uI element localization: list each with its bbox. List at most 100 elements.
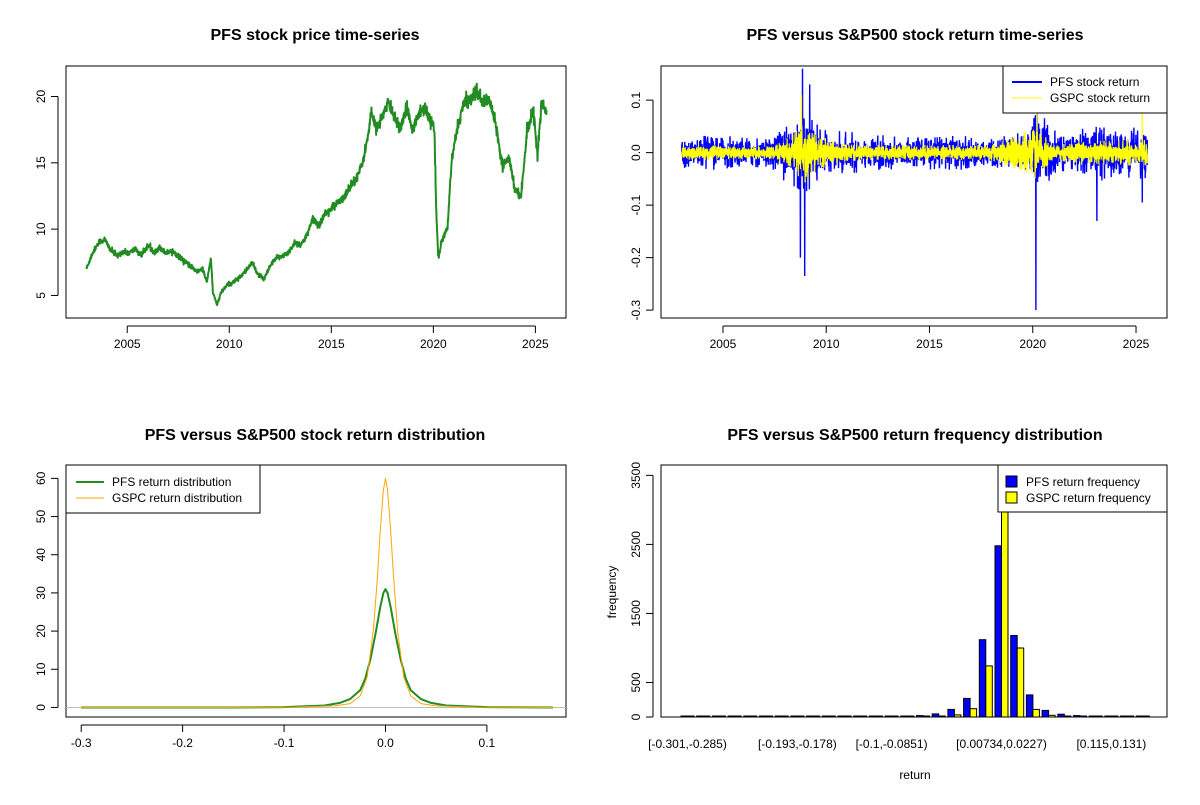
- chart-title: PFS versus S&P500 stock return distribut…: [145, 427, 486, 444]
- y-tick-label: -0.1: [629, 194, 643, 215]
- x-tick-label: 2005: [710, 337, 737, 351]
- y-tick-label: -0.3: [629, 299, 643, 320]
- legend-label-gspc: GSPC return frequency: [1026, 491, 1151, 505]
- plot-box: [65, 65, 567, 319]
- y-tick-label: 10: [34, 662, 48, 676]
- gspc-frequency-bar: [844, 715, 852, 718]
- x-tick-label: [0.00734,0.0227): [956, 737, 1047, 751]
- pfs-frequency-bar: [978, 639, 987, 718]
- gspc-return-line: [681, 94, 1148, 183]
- pfs-frequency-bar: [963, 697, 971, 718]
- x-tick-label: -0.3: [71, 736, 92, 750]
- plot-box: [65, 464, 567, 718]
- y-tick-label: 10: [34, 222, 48, 236]
- legend: PFS return distribution GSPC return dist…: [65, 464, 261, 514]
- gspc-frequency-bar: [859, 715, 868, 718]
- pfs-frequency-bar: [837, 715, 845, 718]
- x-tick-label: 0.0: [377, 736, 394, 750]
- pfs-frequency-bar: [1057, 713, 1065, 718]
- pfs-frequency-bar: [1104, 715, 1112, 718]
- gspc-frequency-bar: [922, 715, 930, 718]
- x-axis-label: return: [899, 768, 930, 782]
- legend-swatch-pfs: [1005, 475, 1018, 488]
- y-axis-label: frequency: [605, 566, 619, 619]
- x-tick-label: 2015: [318, 337, 345, 351]
- return-density-panel: PFS versus S&P500 stock return distribut…: [34, 427, 567, 750]
- chart-title: PFS versus S&P500 return frequency distr…: [727, 427, 1102, 444]
- y-tick-label: 30: [34, 586, 48, 600]
- gspc-frequency-bar: [734, 715, 742, 718]
- gspc-frequency-bar: [938, 715, 946, 718]
- price-line: [85, 82, 548, 307]
- gspc-frequency-bar: [1032, 708, 1040, 718]
- x-tick-label: 2020: [420, 337, 447, 351]
- pfs-frequency-bar: [868, 715, 877, 718]
- pfs-frequency-bar: [1120, 715, 1128, 718]
- return-timeseries-panel: PFS versus S&P500 stock return time-seri…: [629, 27, 1168, 351]
- x-axis: 2005 2010 2015 2020 2025: [114, 325, 549, 351]
- y-tick-label: 0: [34, 704, 48, 711]
- y-axis: 5 10 15 20: [34, 90, 59, 299]
- legend-label-pfs: PFS stock return: [1050, 75, 1139, 89]
- legend-box: [997, 464, 1168, 513]
- y-axis: 0 10 20 30 40 50 60: [34, 471, 59, 711]
- pfs-frequency-bar: [1041, 709, 1050, 718]
- pfs-frequency-bar: [774, 715, 783, 718]
- gspc-frequency-bar: [1016, 647, 1025, 718]
- pfs-frequency-bar: [916, 715, 924, 718]
- y-tick-label: 0.0: [629, 144, 643, 161]
- pfs-frequency-bar: [884, 715, 893, 718]
- y-tick-label: 20: [34, 624, 48, 638]
- return-series: [681, 68, 1149, 311]
- gspc-frequency-bar: [1095, 715, 1103, 718]
- pfs-density-line: [81, 588, 553, 709]
- x-tick-label: 2010: [813, 337, 840, 351]
- chart-title: PFS stock price time-series: [211, 27, 420, 44]
- gspc-frequency-bar: [749, 715, 758, 718]
- pfs-frequency-bar: [1010, 635, 1018, 718]
- y-tick-label: 0.1: [629, 91, 643, 108]
- y-tick-label: 50: [34, 510, 48, 524]
- gspc-frequency-bar: [718, 715, 726, 718]
- y-tick-label: 15: [34, 156, 48, 170]
- pfs-frequency-bar: [994, 545, 1002, 718]
- y-tick-label: 60: [34, 471, 48, 485]
- x-tick-label: 0.1: [479, 736, 496, 750]
- legend: PFS stock return GSPC stock return: [1002, 65, 1168, 114]
- pfs-frequency-bar: [821, 715, 830, 718]
- plot-box: [660, 65, 1168, 319]
- gspc-frequency-bar: [781, 715, 789, 718]
- gspc-frequency-bar: [891, 715, 899, 718]
- chart-title: PFS versus S&P500 stock return time-seri…: [746, 27, 1083, 44]
- pfs-frequency-bar: [696, 715, 704, 718]
- y-tick-label: 1500: [629, 600, 643, 627]
- legend-box: [1002, 65, 1168, 114]
- pfs-frequency-bar: [853, 715, 861, 718]
- pfs-frequency-bar: [931, 713, 940, 718]
- y-tick-label: 500: [629, 672, 643, 692]
- pfs-frequency-bar: [711, 715, 720, 718]
- pfs-frequency-bar: [1025, 694, 1034, 718]
- y-tick-label: 3500: [629, 462, 643, 489]
- gspc-frequency-bar: [1126, 715, 1135, 718]
- pfs-frequency-bar: [1088, 715, 1097, 718]
- pfs-frequency-bar: [790, 715, 798, 718]
- legend-box: [65, 464, 261, 514]
- y-tick-label: 0: [629, 713, 643, 720]
- legend: PFS return frequency GSPC return frequen…: [997, 464, 1168, 513]
- legend-swatch-gspc: [1005, 491, 1018, 504]
- y-tick-label: -0.2: [629, 247, 643, 268]
- legend-label-pfs: PFS return frequency: [1026, 475, 1140, 489]
- gspc-frequency-bar: [906, 715, 915, 718]
- y-tick-label: 5: [34, 292, 48, 299]
- y-axis: 0 500 1500 2500 3500: [629, 462, 654, 720]
- price-series: [85, 82, 548, 307]
- gspc-frequency-bar: [828, 715, 836, 718]
- gspc-frequency-bar: [1063, 715, 1072, 718]
- legend-label-pfs: PFS return distribution: [112, 475, 231, 489]
- gspc-frequency-bar: [953, 714, 962, 718]
- pfs-frequency-bar: [1073, 715, 1081, 718]
- gspc-frequency-bar: [985, 665, 993, 718]
- gspc-frequency-bar: [765, 715, 773, 718]
